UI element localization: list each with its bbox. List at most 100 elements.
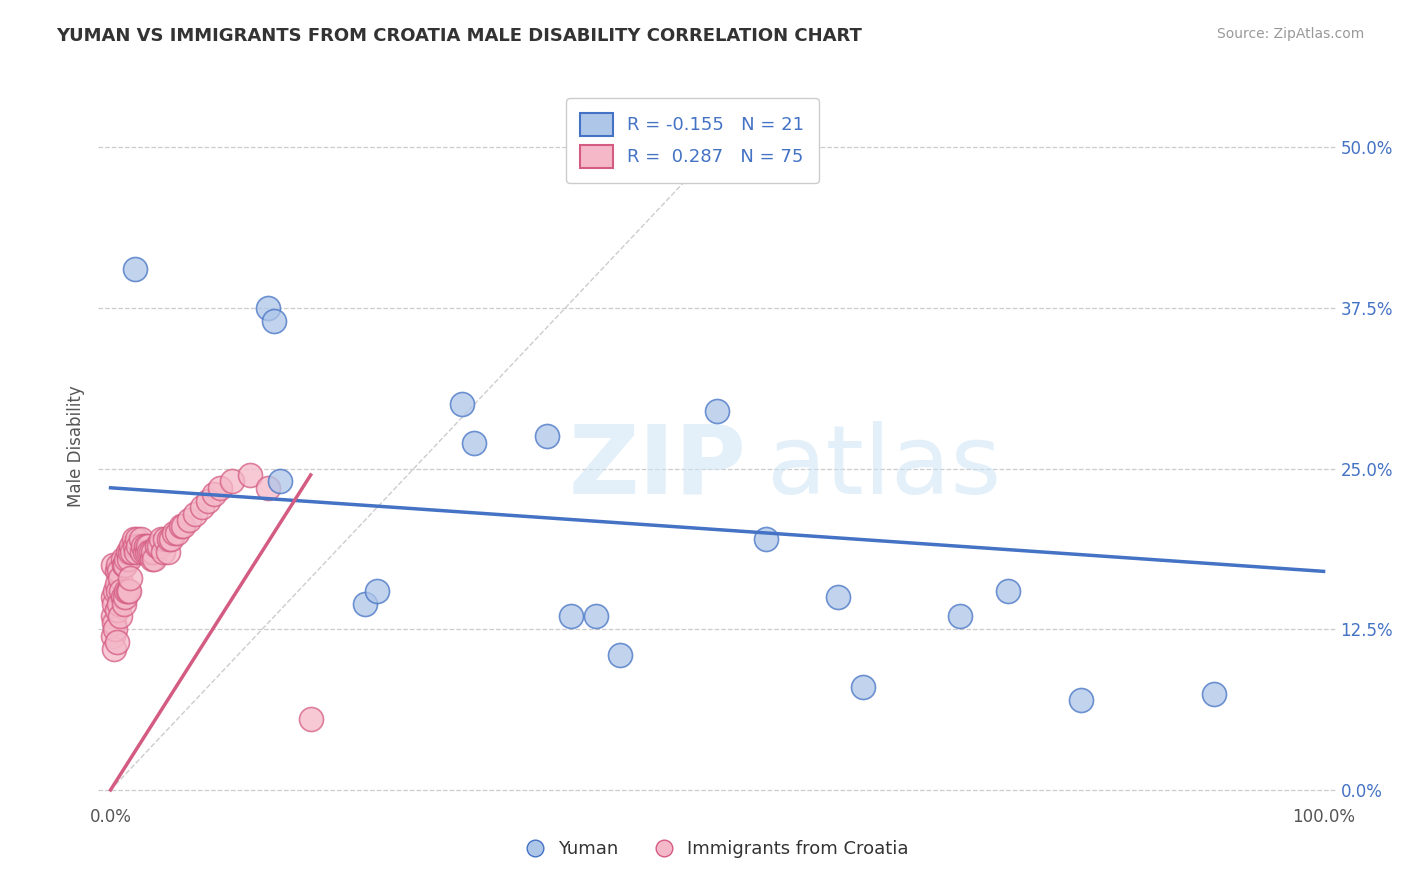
Point: [118, 583, 141, 598]
Point: [142, 545, 165, 559]
Point: [105, 577, 128, 591]
Point: [120, 539, 142, 553]
Point: [755, 533, 778, 547]
Point: [156, 545, 179, 559]
Point: [136, 539, 159, 553]
Point: [101, 629, 124, 643]
Point: [108, 597, 131, 611]
Point: [111, 551, 134, 566]
Point: [110, 571, 132, 585]
Point: [105, 565, 128, 579]
Point: [366, 583, 388, 598]
Point: [118, 571, 141, 585]
Point: [118, 551, 141, 566]
Point: [118, 545, 141, 559]
Text: ZIP: ZIP: [568, 421, 747, 514]
Point: [221, 475, 243, 489]
Point: [112, 597, 135, 611]
Point: [136, 545, 159, 559]
Point: [162, 525, 184, 540]
Point: [560, 609, 582, 624]
Point: [170, 519, 193, 533]
Point: [103, 641, 125, 656]
Point: [104, 622, 127, 636]
Point: [706, 153, 728, 167]
Point: [108, 565, 131, 579]
Point: [135, 539, 157, 553]
Point: [150, 533, 173, 547]
Point: [585, 609, 607, 624]
Point: [107, 558, 129, 572]
Point: [101, 590, 124, 604]
Text: Source: ZipAtlas.com: Source: ZipAtlas.com: [1216, 27, 1364, 41]
Point: [166, 525, 188, 540]
Point: [115, 583, 138, 598]
Point: [110, 583, 132, 598]
Point: [184, 507, 207, 521]
Point: [239, 467, 262, 482]
Point: [202, 487, 225, 501]
Point: [852, 680, 875, 694]
Point: [143, 551, 166, 566]
Point: [105, 603, 128, 617]
Point: [114, 558, 136, 572]
Point: [117, 545, 139, 559]
Point: [114, 590, 136, 604]
Point: [148, 539, 170, 553]
Point: [105, 635, 128, 649]
Point: [101, 609, 124, 624]
Point: [949, 609, 972, 624]
Point: [110, 609, 132, 624]
Point: [157, 533, 180, 547]
Point: [299, 712, 322, 726]
Text: YUMAN VS IMMIGRANTS FROM CROATIA MALE DISABILITY CORRELATION CHART: YUMAN VS IMMIGRANTS FROM CROATIA MALE DI…: [56, 27, 862, 45]
Point: [127, 539, 149, 553]
Point: [145, 539, 167, 553]
Point: [536, 429, 558, 443]
Point: [197, 493, 219, 508]
Point: [1204, 686, 1226, 700]
Point: [104, 583, 127, 598]
Point: [117, 583, 139, 598]
Point: [609, 648, 631, 662]
Point: [463, 435, 485, 450]
Point: [269, 475, 291, 489]
Point: [127, 533, 149, 547]
Point: [160, 533, 183, 547]
Point: [706, 403, 728, 417]
Y-axis label: Male Disability: Male Disability: [66, 385, 84, 507]
Point: [208, 481, 231, 495]
Point: [111, 590, 134, 604]
Point: [179, 513, 201, 527]
Point: [257, 481, 280, 495]
Point: [134, 545, 156, 559]
Point: [103, 597, 125, 611]
Point: [132, 539, 155, 553]
Point: [172, 519, 194, 533]
Point: [124, 262, 146, 277]
Point: [152, 545, 174, 559]
Point: [107, 583, 129, 598]
Point: [122, 533, 145, 547]
Point: [1070, 693, 1092, 707]
Point: [138, 545, 160, 559]
Point: [451, 397, 474, 411]
Point: [101, 558, 124, 572]
Point: [129, 533, 152, 547]
Point: [124, 539, 146, 553]
Text: atlas: atlas: [766, 421, 1001, 514]
Point: [112, 558, 135, 572]
Point: [257, 301, 280, 315]
Point: [263, 313, 285, 327]
Point: [141, 551, 163, 566]
Point: [115, 551, 138, 566]
Point: [125, 545, 148, 559]
Point: [354, 597, 377, 611]
Point: [139, 545, 162, 559]
Point: [131, 545, 153, 559]
Point: [190, 500, 212, 514]
Point: [103, 615, 125, 630]
Point: [121, 545, 143, 559]
Point: [997, 583, 1019, 598]
Legend: Yuman, Immigrants from Croatia: Yuman, Immigrants from Croatia: [519, 833, 915, 865]
